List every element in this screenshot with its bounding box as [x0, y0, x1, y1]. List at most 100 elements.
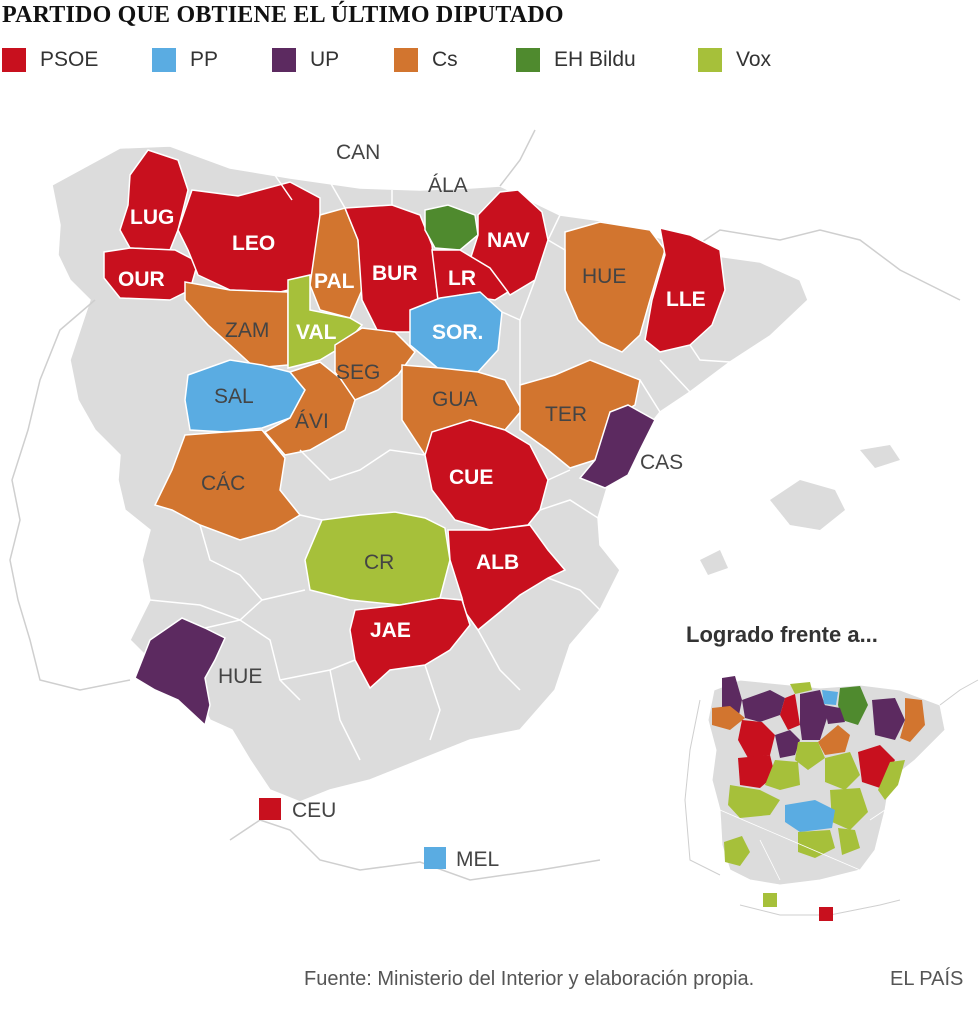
legend-item-pp: PP — [152, 46, 218, 74]
legend: PSOE PP UP Cs EH Bildu Vox — [0, 46, 980, 76]
label-hue-andalucia: HUE — [218, 665, 262, 688]
inset-up-lr — [824, 705, 845, 724]
inset-vox-can — [790, 682, 812, 694]
inset-vox-alb — [838, 828, 860, 855]
inset-bildu — [838, 686, 868, 725]
inset-ceuta — [763, 893, 777, 907]
label-hue-aragon: HUE — [582, 265, 626, 288]
province-hue-aragon[interactable] — [564, 221, 666, 353]
legend-swatch-up — [272, 48, 296, 72]
inset-vox-hue — [724, 836, 750, 866]
france-coast — [499, 129, 961, 301]
label-lle: LLE — [666, 288, 706, 311]
inset-up-val — [775, 730, 800, 758]
label-nav: NAV — [487, 229, 530, 252]
province-cr[interactable] — [304, 511, 451, 606]
legend-item-vox: Vox — [698, 46, 771, 74]
province-ala[interactable] — [424, 204, 479, 251]
inset-up-bur — [800, 690, 828, 740]
inset-cs-sor — [818, 725, 850, 755]
inset-vox-gua — [825, 752, 860, 790]
inset-vox-jae — [798, 830, 835, 858]
label-cas: CAS — [640, 451, 683, 474]
province-borders — [149, 167, 731, 761]
brand-logo: EL PAÍS — [890, 968, 964, 990]
inset-melilla — [819, 907, 833, 921]
legend-label-cs: Cs — [432, 48, 458, 71]
label-zam: ZAM — [225, 319, 269, 342]
province-lug[interactable] — [119, 149, 189, 251]
inset-vox-cas — [878, 760, 905, 800]
legend-item-psoe: PSOE — [2, 46, 98, 74]
label-pal: PAL — [314, 270, 355, 293]
label-bur: BUR — [372, 262, 418, 285]
label-lr: LR — [448, 267, 476, 290]
label-can: CAN — [336, 141, 380, 164]
legend-label-psoe: PSOE — [40, 48, 99, 71]
legend-label-vox: Vox — [736, 48, 772, 71]
inset-vox-cue — [830, 788, 868, 830]
label-gua: GUA — [432, 388, 478, 411]
inset-psoe-zam — [738, 720, 775, 758]
legend-item-eh-bildu: EH Bildu — [516, 46, 636, 74]
inset-cs-lle — [900, 698, 925, 742]
inset-up-hue — [872, 698, 905, 740]
inset-title: Logrado frente a... — [686, 622, 878, 647]
label-ala: ÁLA — [428, 174, 468, 197]
balearic-ibiza — [700, 550, 728, 575]
province-cac[interactable] — [153, 429, 302, 541]
label-cr: CR — [364, 551, 394, 574]
legend-label-up: UP — [310, 48, 340, 71]
legend-item-cs: Cs — [394, 46, 458, 74]
inset-pp-cr — [785, 800, 835, 832]
province-sor[interactable] — [409, 291, 503, 373]
province-jae[interactable] — [349, 597, 471, 690]
province-cue[interactable] — [424, 419, 549, 531]
label-cue: CUE — [449, 466, 493, 489]
legend-item-up: UP — [272, 46, 339, 74]
map-title: PARTIDO QUE OBTIENE EL ÚLTIMO DIPUTADO — [2, 2, 564, 28]
melilla-marker[interactable] — [424, 847, 446, 869]
label-mel: MEL — [456, 848, 499, 871]
label-seg: SEG — [336, 361, 380, 384]
label-ceu: CEU — [292, 799, 336, 822]
legend-swatch-pp — [152, 48, 176, 72]
province-hue-andalucia[interactable] — [134, 617, 226, 727]
inset-map — [684, 676, 979, 921]
inset-pp-ala — [822, 690, 838, 705]
legend-swatch-cs — [394, 48, 418, 72]
inset-vox-seg — [795, 742, 825, 770]
label-ter: TER — [545, 403, 587, 426]
portugal-border — [9, 299, 131, 691]
label-our: OUR — [118, 268, 165, 291]
balearic-mallorca — [770, 480, 845, 530]
source-note: Fuente: Ministerio del Interior y elabor… — [304, 968, 755, 990]
legend-swatch-psoe — [2, 48, 26, 72]
inset-vox-cac — [728, 785, 780, 818]
label-jae: JAE — [370, 619, 411, 642]
inset-cs-our — [712, 706, 745, 730]
legend-label-pp: PP — [190, 48, 219, 71]
label-sal: SAL — [214, 385, 254, 408]
label-leo: LEO — [232, 232, 275, 255]
legend-label-eh-bildu: EH Bildu — [554, 48, 636, 71]
province-alb[interactable] — [447, 524, 567, 632]
africa-coast — [229, 819, 601, 881]
inset-psoe-pal — [780, 694, 800, 730]
inset-up-leo — [742, 690, 785, 722]
label-sor: SOR. — [432, 321, 483, 344]
province-cas[interactable] — [578, 404, 656, 489]
label-avi: ÁVI — [295, 410, 329, 433]
province-avi[interactable] — [263, 361, 356, 456]
ceuta-marker[interactable] — [259, 798, 281, 820]
legend-swatch-vox — [698, 48, 722, 72]
inset-vox-avi — [765, 760, 800, 790]
legend-swatch-eh-bildu — [516, 48, 540, 72]
label-val: VAL — [296, 321, 337, 344]
inset-psoe-sal — [738, 755, 775, 788]
label-lug: LUG — [130, 206, 174, 229]
label-cac: CÁC — [201, 472, 245, 495]
balearic-menorca — [860, 445, 900, 468]
label-alb: ALB — [476, 551, 519, 574]
